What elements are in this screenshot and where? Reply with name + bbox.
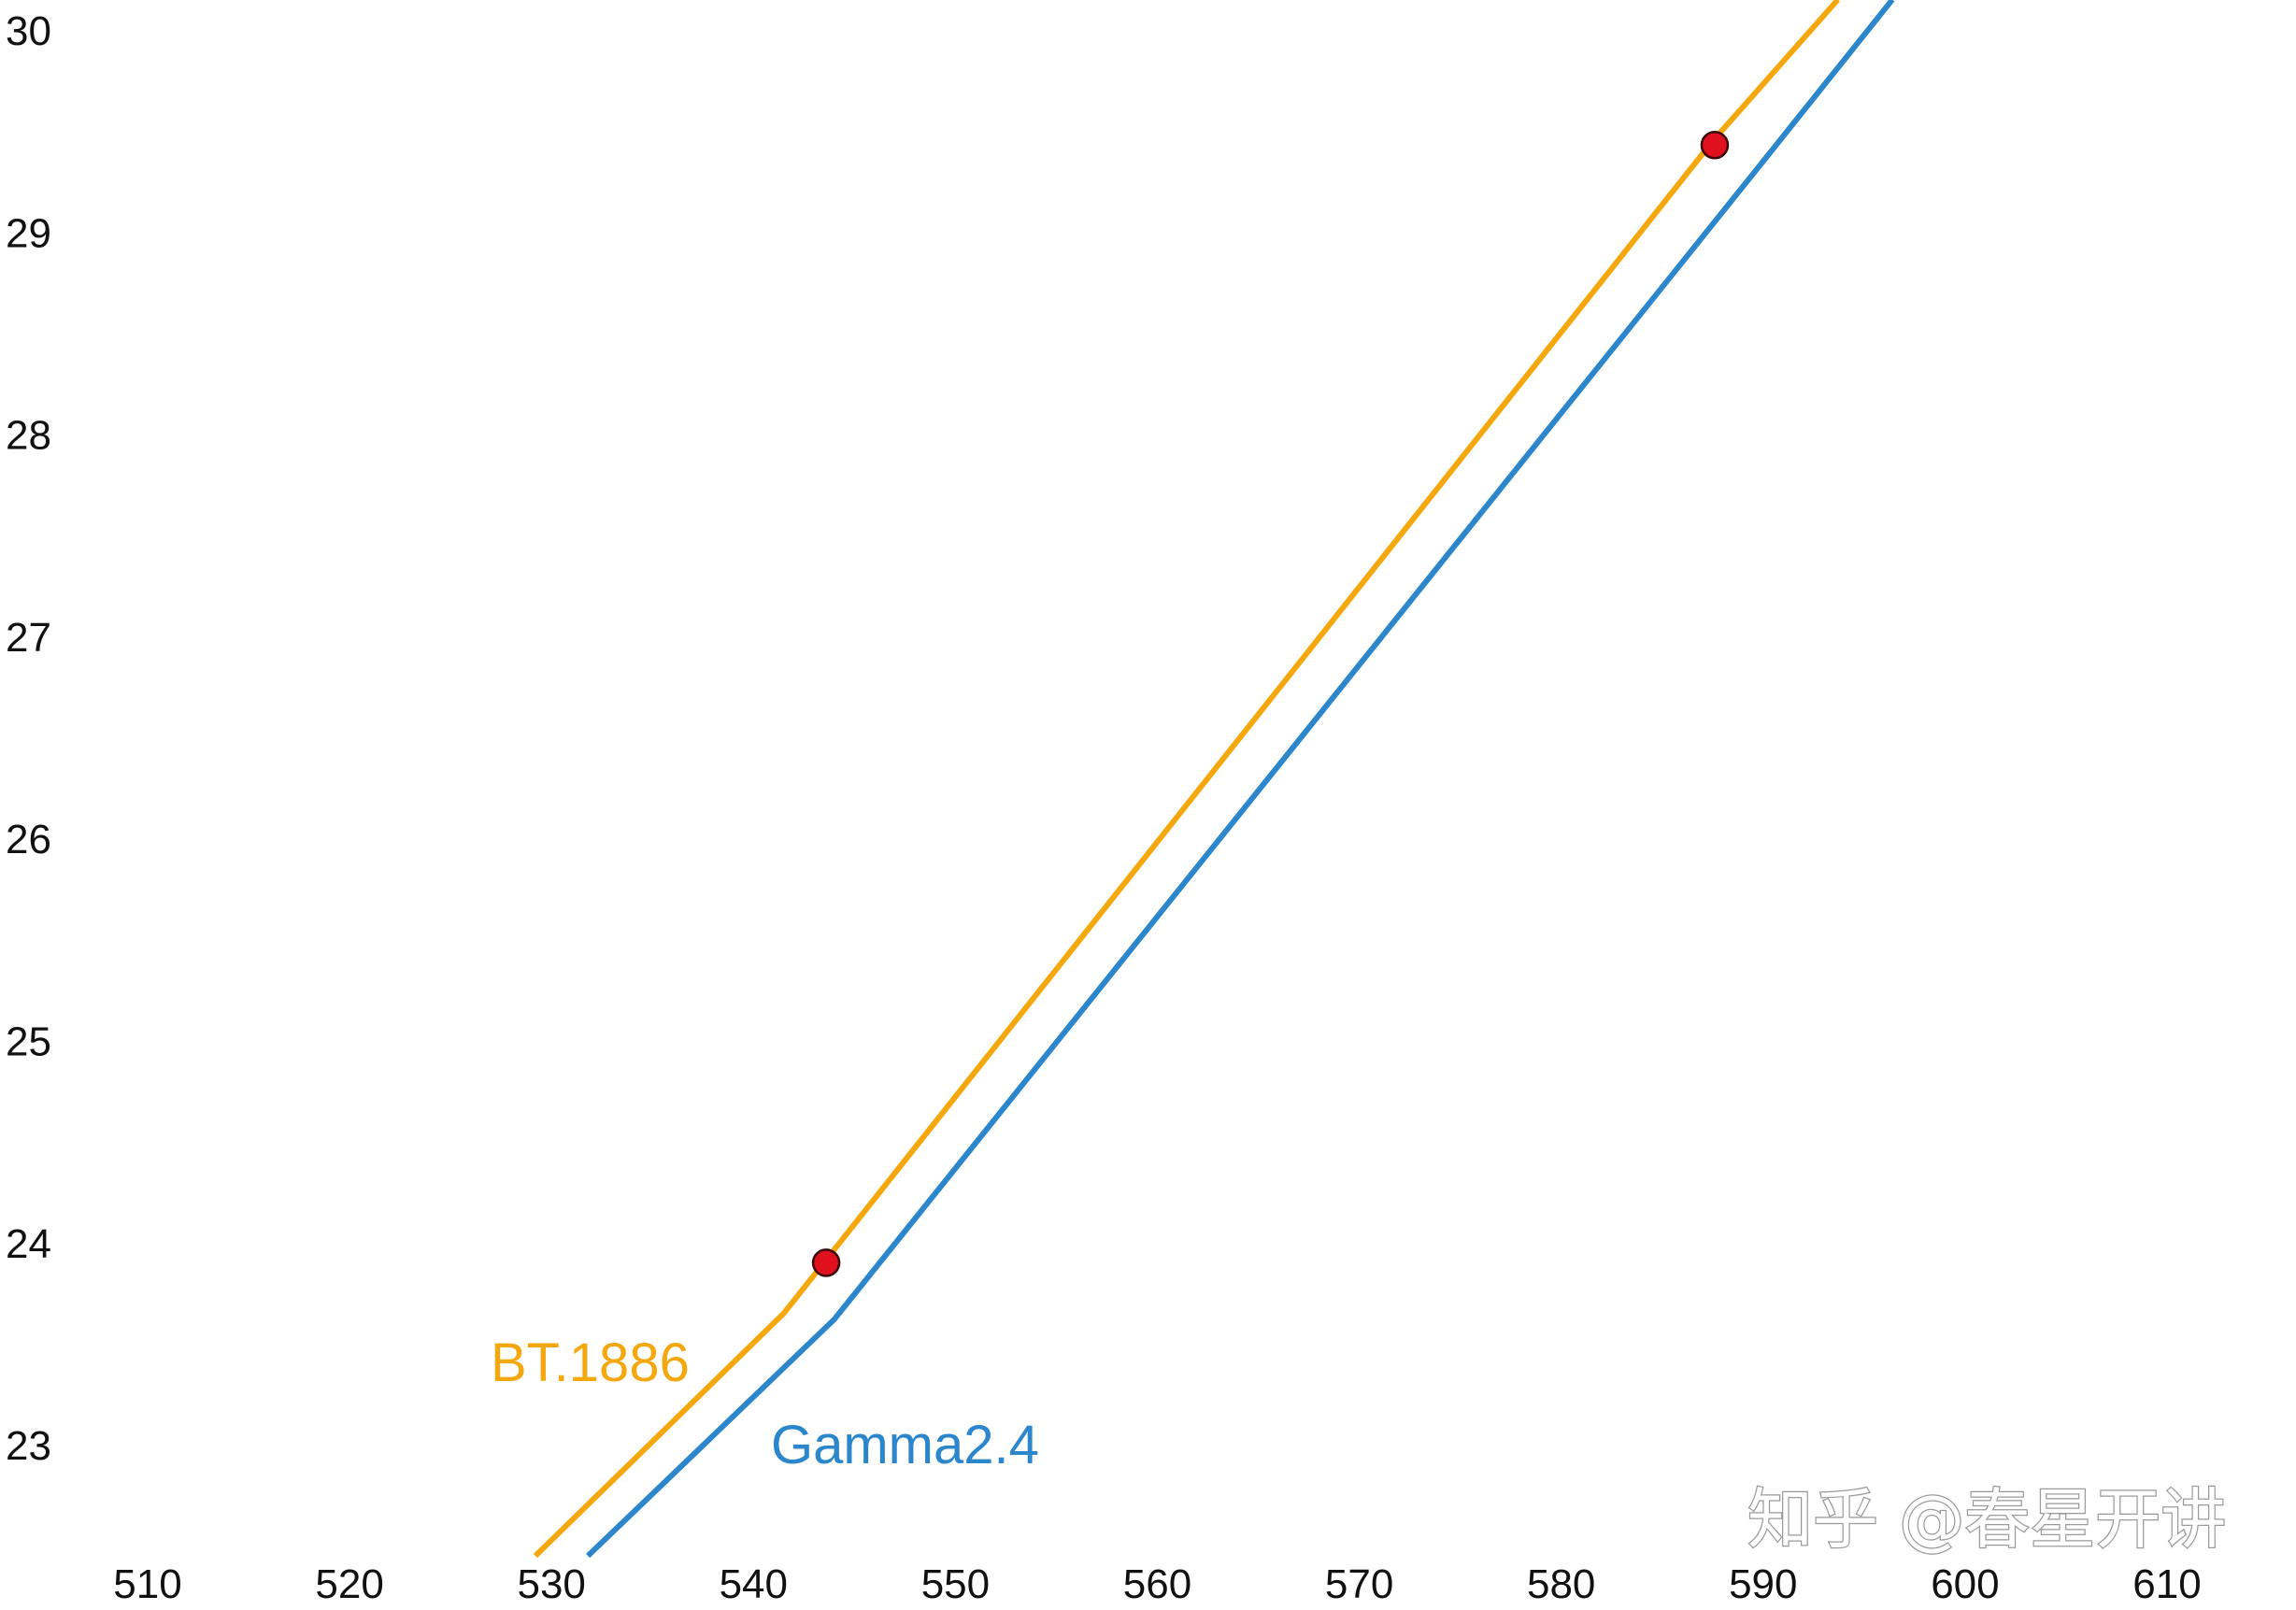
x-axis-tick-labels: 510 520 530 540 550 560 570 580 590 600 610 [113, 1561, 2201, 1607]
series-line-bt1886 [533, 0, 1841, 1559]
x-tick-label: 610 [2132, 1561, 2201, 1607]
data-point-marker [811, 1248, 841, 1277]
y-tick-label: 26 [6, 817, 51, 862]
x-tick-label: 590 [1729, 1561, 1797, 1607]
x-tick-label: 550 [921, 1561, 990, 1607]
x-tick-label: 510 [113, 1561, 181, 1607]
y-tick-label: 28 [6, 413, 51, 459]
series-lines [533, 0, 1895, 1559]
x-tick-label: 580 [1527, 1561, 1595, 1607]
series-line-gamma24 [586, 0, 1895, 1559]
legend-label-gamma24: Gamma2.4 [771, 1415, 1039, 1475]
legend-label-bt1886: BT.1886 [491, 1332, 690, 1393]
watermark-text: 知乎 @春星开讲 [1747, 1481, 2226, 1558]
x-tick-label: 560 [1123, 1561, 1191, 1607]
y-tick-label: 23 [6, 1423, 51, 1469]
x-tick-label: 530 [517, 1561, 585, 1607]
y-tick-label: 24 [6, 1221, 51, 1267]
y-axis-tick-labels: 30 29 28 27 26 25 24 23 [6, 8, 51, 1469]
y-tick-label: 27 [6, 615, 51, 661]
data-point-marker [1700, 131, 1730, 160]
y-tick-label: 30 [6, 8, 51, 54]
data-markers [811, 131, 1730, 1277]
x-tick-label: 520 [315, 1561, 383, 1607]
x-tick-label: 540 [720, 1561, 788, 1607]
x-tick-label: 600 [1931, 1561, 1999, 1607]
y-tick-label: 29 [6, 210, 51, 256]
y-tick-label: 25 [6, 1019, 51, 1065]
x-tick-label: 570 [1325, 1561, 1393, 1607]
